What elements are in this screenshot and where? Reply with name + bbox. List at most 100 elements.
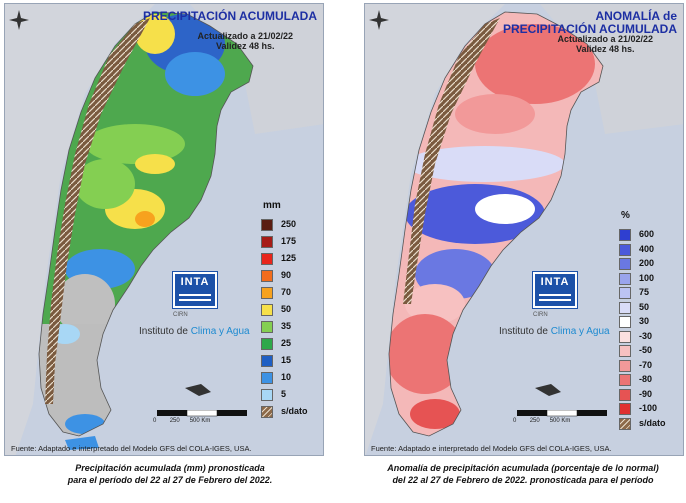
legend-item: 50 [261, 303, 323, 317]
legend-item: 175 [261, 235, 323, 249]
legend-label: s/dato [639, 417, 666, 428]
legend-swatch [261, 372, 273, 384]
legend-label: 10 [281, 372, 292, 382]
legend-swatch [619, 388, 631, 401]
update-info: Actualizado a 21/02/22 Validez 48 hs. [557, 34, 653, 54]
legend-item: 10 [261, 371, 323, 385]
legend-swatch [261, 321, 273, 333]
legend-label: 250 [281, 219, 297, 229]
legend-swatch [619, 258, 631, 270]
legend-swatch [261, 287, 273, 299]
legend-item: 600 [619, 228, 683, 242]
validity: Validez 48 hs. [575, 44, 635, 54]
legend-swatch [261, 338, 273, 350]
legend-label: 35 [281, 321, 292, 331]
legend-item: 5 [261, 388, 323, 402]
legend-label: -70 [639, 359, 653, 370]
compass-icon [9, 10, 29, 30]
legend-label: 5 [281, 389, 287, 399]
updated-date: Actualizado a 21/02/22 [197, 31, 293, 41]
legend-item: 25 [261, 337, 323, 351]
legend-swatch [619, 403, 631, 415]
validity: Validez 48 hs. [215, 41, 275, 51]
legend-item: -90 [619, 388, 683, 402]
legend-item: 15 [261, 354, 323, 368]
legend-swatch [619, 272, 631, 285]
precipitation-map [5, 4, 323, 455]
legend-item: 35 [261, 320, 323, 334]
legend-item: 75 [619, 286, 683, 300]
legend-swatch [619, 229, 631, 241]
legend-item: 70 [261, 286, 323, 300]
scale-labels: 0 250 500 Km [153, 418, 211, 424]
legend-label: 75 [639, 287, 650, 297]
legend-label: -80 [639, 374, 653, 384]
legend-label: 25 [281, 338, 292, 348]
legend-item: 50 [619, 301, 683, 315]
precipitation-map-panel: PRECIPITACIÓN ACUMULADA Actualizado a 21… [4, 3, 324, 456]
map-title: PRECIPITACIÓN ACUMULADA [143, 9, 317, 23]
legend-swatch [619, 301, 631, 314]
scale-bar [517, 410, 607, 417]
legend-label: 15 [281, 355, 292, 365]
legend-item: -100 [619, 402, 683, 416]
legend-swatch [261, 253, 273, 265]
source-note: Fuente: Adaptado e interpretado del Mode… [371, 444, 612, 453]
legend-label: 50 [639, 301, 650, 312]
legend-item: -70 [619, 359, 683, 373]
caption-left: Precipitación acumulada (mm) pronosticad… [67, 463, 273, 485]
institute-name: Instituto de Clima y Agua [139, 326, 250, 337]
legend-item: -80 [619, 373, 683, 387]
legend-swatch [261, 355, 273, 367]
legend-label: s/dato [281, 406, 308, 416]
legend-swatch [619, 243, 631, 256]
legend-item: 90 [261, 269, 323, 283]
legend-label: 30 [639, 316, 650, 326]
legend-item: s/dato [261, 405, 323, 419]
legend-item: -50 [619, 344, 683, 358]
legend-swatch [619, 417, 631, 430]
compass-icon [369, 10, 389, 30]
legend-item: 400 [619, 243, 683, 257]
legend-item: 100 [619, 272, 683, 286]
legend-unit: % [621, 210, 630, 221]
inta-logo: INTA [533, 272, 577, 308]
legend-swatch [619, 287, 631, 299]
update-info: Actualizado a 21/02/22 Validez 48 hs. [197, 31, 293, 51]
legend-swatch [619, 330, 631, 343]
map-title: ANOMALÍA de PRECIPITACIÓN ACUMULADA [503, 9, 677, 36]
legend-label: -90 [639, 388, 653, 399]
legend-label: 175 [281, 236, 297, 246]
anomaly-map-panel: ANOMALÍA de PRECIPITACIÓN ACUMULADA Actu… [364, 3, 684, 456]
legend-label: 200 [639, 258, 655, 268]
institute-name: Instituto de Clima y Agua [499, 326, 610, 337]
legend-swatch [619, 316, 631, 328]
legend-swatch [261, 236, 273, 248]
legend-swatch [261, 304, 273, 316]
legend-item: 200 [619, 257, 683, 271]
legend-label: -30 [639, 330, 653, 341]
legend-item: s/dato [619, 417, 683, 431]
legend-label: 50 [281, 304, 292, 314]
legend-label: 125 [281, 253, 297, 263]
legend-swatch [261, 406, 273, 418]
updated-date: Actualizado a 21/02/22 [557, 34, 653, 44]
legend-item: 125 [261, 252, 323, 266]
legend-label: 600 [639, 229, 655, 239]
scale-labels: 0 250 500 Km [513, 418, 571, 424]
legend-swatch [261, 270, 273, 282]
legend-item: 250 [261, 218, 323, 232]
inta-logo: INTA [173, 272, 217, 308]
legend-swatch [619, 345, 631, 357]
scale-bar [157, 410, 247, 417]
legend-label: 70 [281, 287, 292, 297]
legend-label: 100 [639, 272, 655, 283]
legend-label: -50 [639, 345, 653, 355]
legend-swatch [261, 389, 273, 401]
legend-label: 90 [281, 270, 292, 280]
legend-swatch [619, 374, 631, 386]
cirn-label: CIRN [173, 312, 188, 318]
caption-right: Anomalía de precipitación acumulada (por… [387, 463, 659, 485]
cirn-label: CIRN [533, 312, 548, 318]
legend-label: 400 [639, 243, 655, 254]
